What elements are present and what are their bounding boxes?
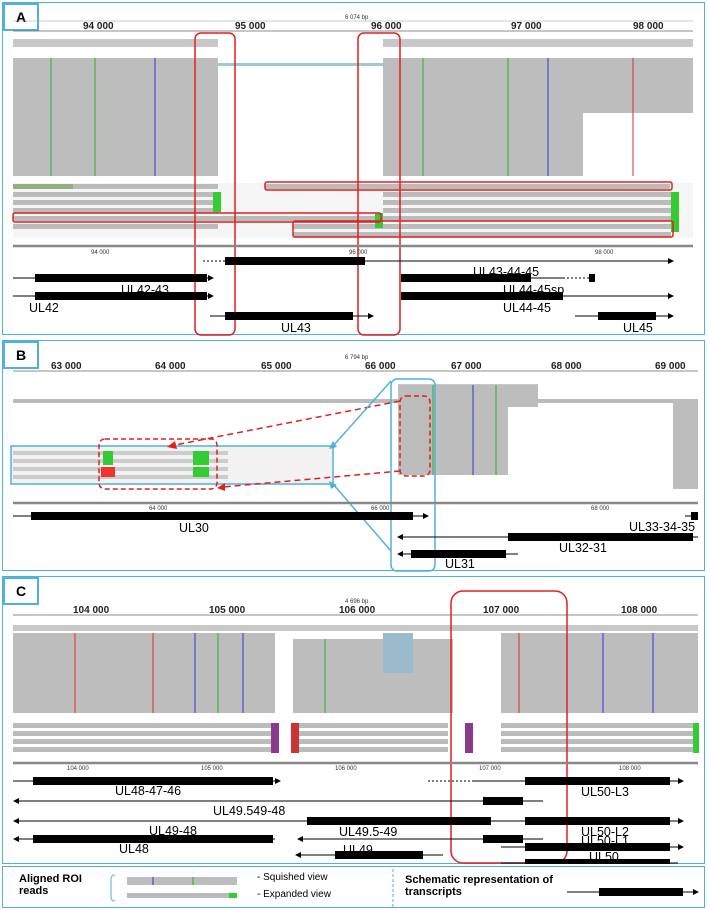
legend-schematic: Schematic representation of transcripts — [405, 874, 553, 898]
panel-a-graphics — [12, 20, 693, 336]
squished-reads-left — [13, 58, 218, 176]
scale-tick: 106 000 — [335, 766, 357, 772]
ruler-tick: 98 000 — [633, 21, 664, 32]
transcript-label: UL33-34-35 — [629, 520, 696, 534]
legend-squished: - Squished view — [257, 872, 328, 883]
transcript-label: UL44-45 — [503, 301, 551, 315]
bp-span-label: 6 074 bp — [345, 15, 369, 21]
transcript-label: UL50-L1 — [581, 834, 629, 848]
panel-label: B — [3, 341, 39, 369]
ruler-tick: 104 000 — [73, 605, 110, 616]
scale-tick: 108 000 — [619, 766, 641, 772]
transcript-label: UL49.549-48 — [213, 804, 286, 818]
panel-a: A — [2, 2, 705, 336]
ruler-tick: 94 000 — [83, 21, 114, 32]
transcript-label: UL48 — [119, 842, 149, 856]
transcript-label: UL49 — [343, 843, 373, 857]
scale-tick: 98 000 — [595, 250, 614, 256]
ruler-tick: 69 000 — [655, 361, 686, 372]
panel-c-graphics — [13, 590, 699, 864]
transcript-label: UL43-44-45 — [473, 265, 540, 279]
transcript-label: UL45 — [623, 321, 653, 335]
scale-tick: 68 000 — [591, 506, 610, 512]
transcript-label: UL49-48 — [149, 824, 197, 838]
expanded-reads — [13, 183, 693, 238]
ruler-tick: 105 000 — [209, 605, 246, 616]
scale-tick: 105 000 — [201, 766, 223, 772]
squished-reads-left — [13, 633, 275, 713]
ruler-tick: 66 000 — [365, 361, 396, 372]
ruler-tick: 68 000 — [551, 361, 582, 372]
ruler-tick: 107 000 — [483, 605, 520, 616]
callout-box — [390, 378, 436, 572]
panel-label: C — [3, 577, 39, 605]
highlight-boxes — [12, 32, 674, 336]
transcript-label: UL48-47-46 — [115, 784, 182, 798]
scale-tick: 94 000 — [91, 250, 110, 256]
transcript-label: UL50-L3 — [581, 785, 629, 799]
scale-tick: 66 000 — [371, 506, 390, 512]
transcript-label: UL44-45sp — [503, 283, 565, 297]
transcript-label: UL43 — [281, 321, 311, 335]
transcript-label: UL30 — [179, 521, 209, 535]
bp-span-label: 4 696 bp — [345, 599, 369, 605]
legend-expanded: - Expanded view — [257, 889, 331, 900]
scale-tick: 104 000 — [67, 766, 89, 772]
transcript-label: UL50 — [589, 850, 619, 864]
panel-c: C — [2, 576, 705, 864]
ruler-tick: 96 000 — [371, 21, 402, 32]
expanded-reads — [13, 723, 699, 753]
panel-b-graphics — [10, 370, 698, 572]
scale-tick: 64 000 — [149, 506, 168, 512]
legend-aligned-reads: Aligned ROI reads — [19, 873, 82, 897]
ruler-tick: 97 000 — [511, 21, 542, 32]
ruler-tick: 67 000 — [451, 361, 482, 372]
squished-reads-right — [501, 633, 698, 713]
ruler-tick: 63 000 — [51, 361, 82, 372]
transcript-schematics — [13, 257, 674, 320]
transcript-label: UL49.5-49 — [339, 825, 398, 839]
transcript-schematics — [13, 777, 684, 864]
scale-tick: 107 000 — [479, 766, 501, 772]
transcript-label: UL31 — [445, 557, 475, 571]
ruler-tick: 106 000 — [339, 605, 376, 616]
squished-reads — [398, 385, 508, 475]
panel-label: A — [3, 3, 39, 31]
ruler-tick: 65 000 — [261, 361, 292, 372]
scale-tick: 96 000 — [349, 250, 368, 256]
legend-graphics — [110, 869, 699, 907]
transcript-label: UL32-31 — [559, 541, 607, 555]
transcript-label: UL50-L2 — [581, 825, 629, 839]
transcript-label: UL42-43 — [121, 283, 169, 297]
transcript-label: UL42 — [29, 301, 59, 315]
bp-span-label: 6 794 bp — [345, 355, 369, 361]
panel-b: B — [2, 340, 705, 572]
transcript-schematics — [13, 512, 698, 558]
ruler-tick: 108 000 — [621, 605, 658, 616]
ruler-tick: 64 000 — [155, 361, 186, 372]
squished-reads-mid — [293, 639, 453, 713]
legend: Aligned ROI reads - Squished view - Expa… — [2, 866, 705, 908]
ruler-tick: 95 000 — [235, 21, 266, 32]
